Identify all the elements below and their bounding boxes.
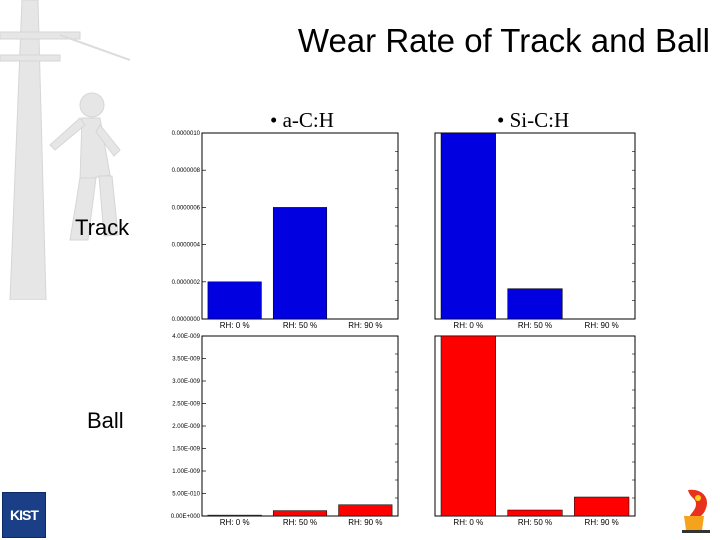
y-tick-label: 0.0000006 xyxy=(172,205,201,211)
chart-track-si-c-h: RH: 0 % RH: 50 % RH: 90 % xyxy=(434,132,636,330)
y-tick-label: 2.50E-009 xyxy=(172,402,200,408)
y-tick-label: 0.00E+000 xyxy=(171,514,201,520)
bar-0 xyxy=(207,281,262,320)
slide-title: Wear Rate of Track and Ball xyxy=(297,22,710,59)
category-label: RH: 50 % xyxy=(518,518,552,527)
category-label: RH: 0 % xyxy=(453,321,483,330)
category-label: RH: 0 % xyxy=(453,518,483,527)
y-tick-label: 0.0000002 xyxy=(172,280,201,286)
y-tick-label: 3.00E-009 xyxy=(172,379,200,385)
bar-2 xyxy=(574,496,630,517)
category-label: RH: 90 % xyxy=(348,321,382,330)
y-tick-label: 3.50E-009 xyxy=(172,357,200,363)
mascot-logo xyxy=(682,489,710,533)
chart-track-a-c-h: 0.0000000 0.0000002 0.0000004 0.0000006 0.00… xyxy=(172,131,399,330)
y-tick-label: 1.50E-009 xyxy=(172,447,200,453)
kist-logo: KIST xyxy=(2,492,46,538)
category-label: RH: 50 % xyxy=(518,321,552,330)
bar-1 xyxy=(272,207,328,320)
kist-logo-text: KIST xyxy=(10,507,39,523)
y-tick-label: 2.00E-009 xyxy=(172,424,200,430)
bar-1 xyxy=(507,509,563,517)
bar-2 xyxy=(338,504,393,517)
plot-frame xyxy=(201,335,399,517)
column-header-si-c-h: • Si-C:H xyxy=(497,108,570,132)
bar-1 xyxy=(272,510,328,517)
category-label: RH: 50 % xyxy=(283,321,317,330)
category-label: RH: 0 % xyxy=(220,321,250,330)
bar-1 xyxy=(507,288,563,320)
column-header-a-c-h: • a-C:H xyxy=(270,108,334,132)
bar-0 xyxy=(207,514,262,517)
y-tick-label: 0.0000004 xyxy=(172,243,201,249)
chart-ball-si-c-h: RH: 0 % RH: 50 % RH: 90 % xyxy=(434,335,636,527)
lineman-pole-illustration xyxy=(0,0,130,300)
y-tick-label: 0.0000000 xyxy=(172,317,201,323)
y-tick-label: 0.0000008 xyxy=(172,168,201,174)
category-label: RH: 90 % xyxy=(585,518,619,527)
y-tick-label: 0.0000010 xyxy=(172,131,201,137)
y-tick-label: 5.00E-010 xyxy=(172,492,200,498)
row-label-track: Track xyxy=(75,215,130,240)
category-label: RH: 0 % xyxy=(220,518,250,527)
bar-0 xyxy=(440,132,496,320)
category-label: RH: 90 % xyxy=(348,518,382,527)
chart-ball-a-c-h: 0.00E+000 5.00E-010 1.00E-009 1.50E-009 2.00… xyxy=(171,334,399,527)
y-tick-label: 4.00E-009 xyxy=(172,334,200,340)
y-tick-label: 1.00E-009 xyxy=(172,469,200,475)
category-label: RH: 90 % xyxy=(585,321,619,330)
category-label: RH: 50 % xyxy=(283,518,317,527)
bar-0 xyxy=(440,335,496,517)
row-label-ball: Ball xyxy=(87,408,124,433)
